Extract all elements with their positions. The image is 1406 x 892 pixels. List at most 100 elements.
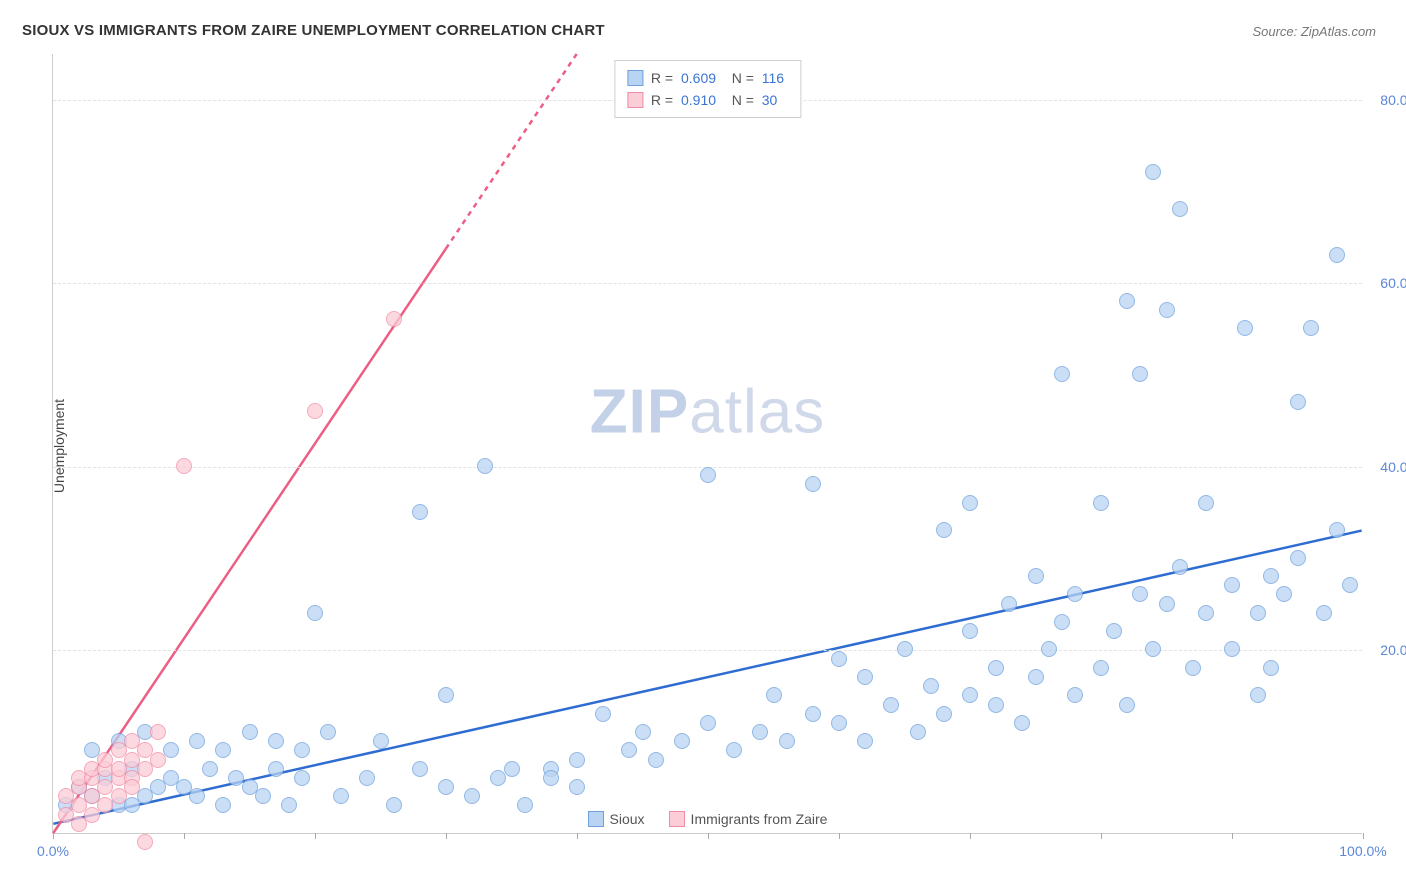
x-tick <box>315 833 316 839</box>
data-point <box>1145 641 1161 657</box>
data-point <box>1145 164 1161 180</box>
data-point <box>988 660 1004 676</box>
data-point <box>883 697 899 713</box>
data-point <box>1198 495 1214 511</box>
x-tick <box>1363 833 1364 839</box>
data-point <box>307 403 323 419</box>
data-point <box>1185 660 1201 676</box>
data-point <box>857 733 873 749</box>
source-attribution: Source: ZipAtlas.com <box>1252 24 1376 39</box>
data-point <box>1132 586 1148 602</box>
data-point <box>1067 586 1083 602</box>
data-point <box>1172 559 1188 575</box>
correlation-row: R = 0.609 N = 116 <box>627 67 788 89</box>
data-point <box>150 752 166 768</box>
data-point <box>897 641 913 657</box>
data-point <box>268 761 284 777</box>
legend-swatch <box>627 92 643 108</box>
data-point <box>215 797 231 813</box>
data-point <box>1237 320 1253 336</box>
data-point <box>962 687 978 703</box>
data-point <box>674 733 690 749</box>
y-tick-label: 40.0% <box>1370 459 1406 475</box>
correlation-text: R = 0.609 N = 116 <box>651 67 788 89</box>
legend-item: Immigrants from Zaire <box>669 811 828 827</box>
data-point <box>1263 568 1279 584</box>
data-point <box>1054 614 1070 630</box>
data-point <box>726 742 742 758</box>
data-point <box>124 797 140 813</box>
data-point <box>359 770 375 786</box>
data-point <box>962 623 978 639</box>
data-point <box>438 687 454 703</box>
correlation-legend: R = 0.609 N = 116R = 0.910 N = 30 <box>614 60 801 118</box>
x-tick <box>1232 833 1233 839</box>
data-point <box>1093 660 1109 676</box>
data-point <box>412 504 428 520</box>
x-tick-label: 100.0% <box>1339 843 1386 859</box>
data-point <box>805 476 821 492</box>
data-point <box>569 779 585 795</box>
data-point <box>1028 669 1044 685</box>
data-point <box>831 715 847 731</box>
data-point <box>1290 550 1306 566</box>
data-point <box>648 752 664 768</box>
data-point <box>268 733 284 749</box>
correlation-row: R = 0.910 N = 30 <box>627 89 788 111</box>
x-tick <box>839 833 840 839</box>
legend-item: Sioux <box>588 811 645 827</box>
data-point <box>988 697 1004 713</box>
data-point <box>320 724 336 740</box>
data-point <box>504 761 520 777</box>
x-tick <box>184 833 185 839</box>
data-point <box>307 605 323 621</box>
data-point <box>779 733 795 749</box>
data-point <box>1014 715 1030 731</box>
data-point <box>1342 577 1358 593</box>
data-point <box>752 724 768 740</box>
data-point <box>1106 623 1122 639</box>
y-tick-label: 80.0% <box>1370 92 1406 108</box>
data-point <box>150 724 166 740</box>
x-tick <box>970 833 971 839</box>
data-point <box>1329 247 1345 263</box>
data-point <box>1067 687 1083 703</box>
data-point <box>1290 394 1306 410</box>
data-point <box>1172 201 1188 217</box>
data-point <box>766 687 782 703</box>
data-point <box>1001 596 1017 612</box>
x-tick <box>577 833 578 839</box>
y-tick-label: 20.0% <box>1370 642 1406 658</box>
data-point <box>1263 660 1279 676</box>
data-point <box>831 651 847 667</box>
data-point <box>281 797 297 813</box>
data-point <box>936 522 952 538</box>
data-point <box>333 788 349 804</box>
data-point <box>1250 687 1266 703</box>
x-tick <box>446 833 447 839</box>
data-point <box>294 742 310 758</box>
data-point <box>137 834 153 850</box>
data-point <box>1198 605 1214 621</box>
data-point <box>923 678 939 694</box>
data-point <box>621 742 637 758</box>
scatter-plot: ZIPatlas R = 0.609 N = 116R = 0.910 N = … <box>52 54 1362 834</box>
data-point <box>176 458 192 474</box>
data-point <box>464 788 480 804</box>
data-point <box>700 715 716 731</box>
gridline <box>53 650 1362 651</box>
data-point <box>595 706 611 722</box>
data-point <box>1159 596 1175 612</box>
data-point <box>1224 641 1240 657</box>
chart-title: SIOUX VS IMMIGRANTS FROM ZAIRE UNEMPLOYM… <box>22 22 605 39</box>
data-point <box>1132 366 1148 382</box>
data-point <box>1041 641 1057 657</box>
data-point <box>805 706 821 722</box>
data-point <box>373 733 389 749</box>
data-point <box>412 761 428 777</box>
data-point <box>255 788 271 804</box>
data-point <box>189 788 205 804</box>
data-point <box>1329 522 1345 538</box>
legend-label: Immigrants from Zaire <box>691 811 828 827</box>
correlation-text: R = 0.910 N = 30 <box>651 89 781 111</box>
